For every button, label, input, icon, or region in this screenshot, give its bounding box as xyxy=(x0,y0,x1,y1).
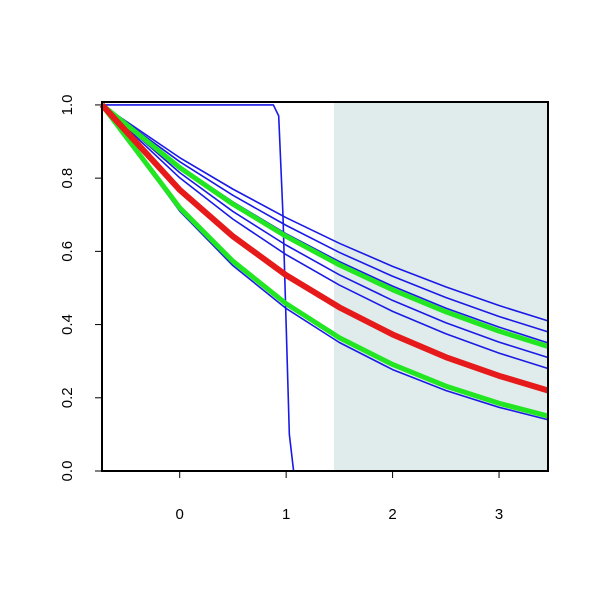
y-tick-label: 0.8 xyxy=(59,168,76,189)
x-tick-label: 2 xyxy=(388,506,396,523)
y-tick-label: 1.0 xyxy=(59,94,76,115)
curve xyxy=(101,104,549,359)
plot-box xyxy=(101,101,549,472)
curve xyxy=(100,103,549,419)
curve xyxy=(100,102,549,349)
x-tick-label: 3 xyxy=(495,506,503,523)
y-tick-label: 0.6 xyxy=(59,241,76,262)
x-tick-label: 1 xyxy=(282,506,290,523)
curve xyxy=(101,104,549,370)
y-tick-label: 0.0 xyxy=(59,461,76,482)
curve xyxy=(102,104,548,472)
curve xyxy=(101,104,549,333)
y-tick-label: 0.2 xyxy=(59,387,76,408)
curve xyxy=(101,104,549,322)
y-tick-label: 0.4 xyxy=(59,314,76,335)
shaded-region xyxy=(334,102,548,471)
curve xyxy=(101,104,549,421)
x-tick-label: 0 xyxy=(176,506,184,523)
curve xyxy=(99,102,549,394)
